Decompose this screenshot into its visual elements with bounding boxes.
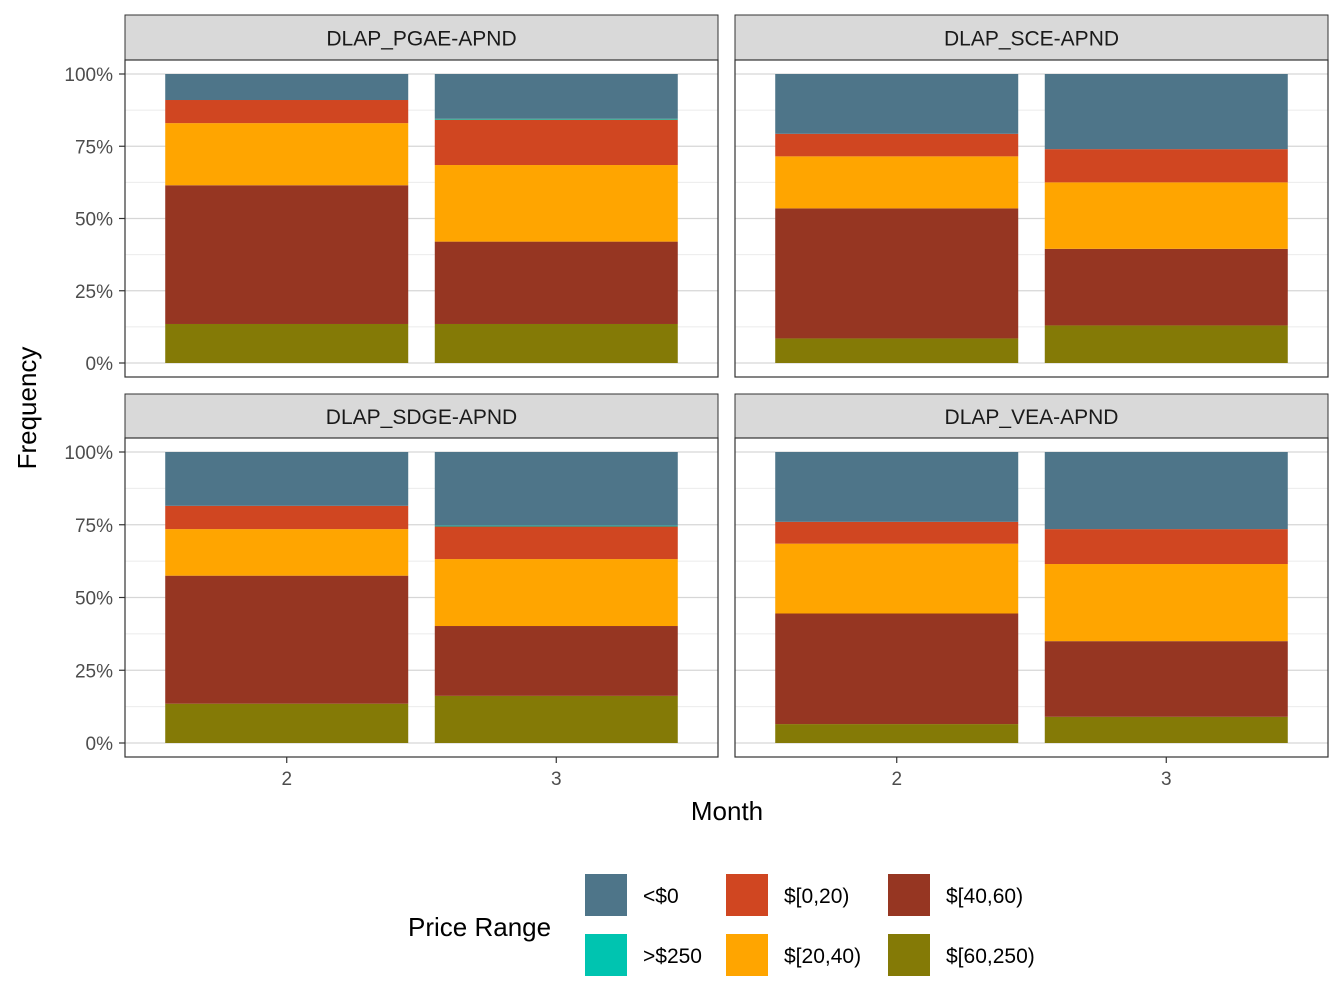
bar-segment <box>165 575 409 704</box>
plot-panel-border <box>734 437 1329 758</box>
bar-segment <box>165 703 409 743</box>
bar-segment <box>775 521 1019 544</box>
bar-segment <box>775 208 1019 339</box>
bar-segment <box>434 559 678 627</box>
bar-segment <box>165 123 409 186</box>
facet-strip <box>124 393 719 439</box>
bar-segment <box>434 241 678 324</box>
bar-segment <box>165 323 409 363</box>
facet-strip <box>734 14 1329 61</box>
bar-segment <box>775 156 1019 209</box>
bar-segment <box>1044 641 1288 717</box>
y-tick-label: 75% <box>75 137 113 158</box>
legend-label: >$250 <box>643 945 702 968</box>
y-tick-label: 25% <box>75 282 113 303</box>
bar-segment <box>775 543 1019 614</box>
y-tick-label: 75% <box>75 516 113 537</box>
y-tick-label: 0% <box>86 734 114 755</box>
y-tick-label: 100% <box>64 65 113 86</box>
bar-segment <box>434 526 678 560</box>
x-tick-label: 3 <box>1161 769 1172 790</box>
facet-strip-label: DLAP_PGAE-APND <box>326 28 516 51</box>
bar-segment <box>434 525 678 527</box>
plot-panel-border <box>734 59 1329 378</box>
legend-label: $[40,60) <box>946 885 1023 908</box>
x-axis-title: Month <box>691 796 763 826</box>
bar-segment <box>165 529 409 576</box>
facet-panels: DLAP_PGAE-APND 0% 25% 50% 75% 100% DLAP_SCE-AP… <box>64 14 1329 790</box>
bar-segment <box>1044 149 1288 183</box>
facet-panel: DLAP_VEA-APND 2 3 <box>734 393 1329 790</box>
y-tick-label: 100% <box>64 443 113 464</box>
legend-key <box>726 874 768 916</box>
bar-segment <box>434 119 678 166</box>
bar-segment <box>1044 248 1288 326</box>
bar-segment <box>1044 74 1288 150</box>
bar-segment <box>434 452 678 526</box>
legend-label: $[0,20) <box>784 885 849 908</box>
legend-key <box>888 934 930 976</box>
facet-panel: DLAP_PGAE-APND 0% 25% 50% 75% 100% <box>64 14 719 378</box>
facet-panel: DLAP_SCE-APND <box>734 14 1329 378</box>
legend-label: $[60,250) <box>946 945 1035 968</box>
bar-segment <box>775 133 1019 157</box>
bar-segment <box>1044 325 1288 363</box>
x-tick-label: 3 <box>551 769 562 790</box>
bar-segment <box>1044 452 1288 530</box>
y-tick-label: 0% <box>86 354 114 375</box>
bar-segment <box>434 118 678 120</box>
bar-segment <box>775 74 1019 134</box>
y-axis-title: Frequency <box>12 347 42 470</box>
y-tick-label: 25% <box>75 661 113 682</box>
bar-segment <box>165 100 409 124</box>
bar-segment <box>1044 182 1288 249</box>
legend: Price Range <$0 >$250 $[0,20) $[20,40) $[40,… <box>408 874 1035 976</box>
bar-segment <box>165 505 409 530</box>
y-tick-label: 50% <box>75 589 113 610</box>
legend-label: <$0 <box>643 885 679 908</box>
facet-strip <box>734 393 1329 439</box>
legend-title: Price Range <box>408 912 551 942</box>
bar-segment <box>165 74 409 101</box>
bar-segment <box>1044 564 1288 642</box>
y-tick-label: 50% <box>75 210 113 231</box>
legend-key <box>726 934 768 976</box>
legend-key <box>888 874 930 916</box>
bar-segment <box>775 613 1019 725</box>
bar-segment <box>165 185 409 324</box>
facet-strip <box>124 14 719 61</box>
facet-strip-label: DLAP_SDGE-APND <box>326 406 517 429</box>
bar-segment <box>434 165 678 242</box>
x-tick-label: 2 <box>891 769 902 790</box>
bar-segment <box>775 452 1019 522</box>
x-tick-label: 2 <box>281 769 292 790</box>
facet-strip-label: DLAP_SCE-APND <box>944 28 1119 51</box>
bar-segment <box>165 452 409 506</box>
legend-key <box>585 874 627 916</box>
legend-key <box>585 934 627 976</box>
facet-strip-label: DLAP_VEA-APND <box>945 406 1119 429</box>
bar-segment <box>434 323 678 363</box>
bar-segment <box>1044 716 1288 743</box>
bar-segment <box>775 724 1019 743</box>
bar-segment <box>1044 529 1288 565</box>
legend-label: $[20,40) <box>784 945 861 968</box>
bar-segment <box>434 626 678 696</box>
bar-segment <box>434 695 678 743</box>
bar-segment <box>775 338 1019 363</box>
bar-segment <box>434 74 678 119</box>
facet-panel: DLAP_SDGE-APND 0% 25% 50% 75% 100% 2 3 <box>64 393 719 790</box>
